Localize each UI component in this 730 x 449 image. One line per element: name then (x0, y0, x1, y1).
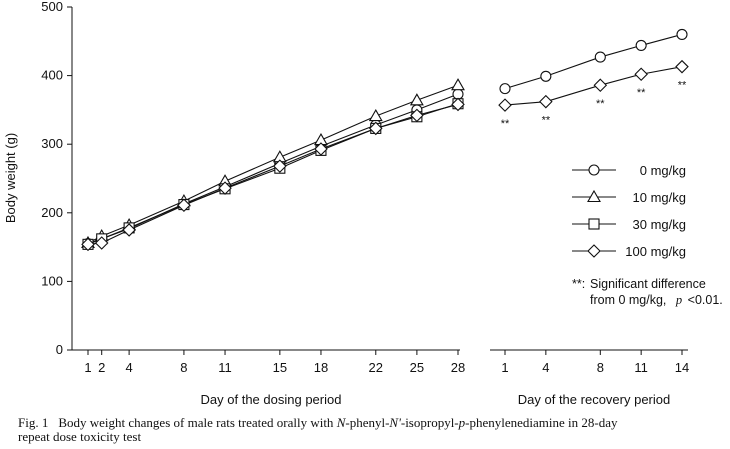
y-tick-label: 200 (41, 205, 63, 220)
data-point-100-mg-kg (368, 121, 383, 136)
significance-mark: ** (542, 115, 551, 127)
caption-text-4: -phenylenediamine in 28-day (465, 415, 618, 430)
significance-mark: ** (678, 80, 687, 92)
x-tick-label-dosing: 8 (180, 360, 187, 375)
significance-mark: ** (501, 118, 510, 130)
legend-label: 100 mg/kg (625, 244, 686, 259)
legend: 0 mg/kg 10 mg/kg 30 mg/kg 100 mg/kg (572, 163, 686, 259)
caption-text-2: -phenyl- (345, 415, 390, 430)
data-point-100-mg-kg (94, 236, 109, 250)
series-line-recovery-100-mg-kg (504, 66, 683, 106)
significance-mark: ** (637, 87, 646, 99)
legend-label: 30 mg/kg (633, 217, 686, 232)
caption-line-2: repeat dose toxicity test (18, 429, 142, 444)
x-tick-label-dosing: 22 (369, 360, 383, 375)
note-line2-prefix: from 0 mg/kg, (590, 293, 666, 307)
series-line-dosing-100-mg-kg (87, 103, 459, 245)
note-line1: Significant difference (590, 277, 706, 291)
data-point-recovery-100-mg-kg (675, 59, 689, 74)
figure-caption: Fig. 1 Body weight changes of male rats t… (18, 416, 718, 444)
data-point-10-mg-kg (409, 93, 424, 106)
significance-note: **: Significant difference from 0 mg/kg,… (572, 277, 723, 307)
data-point-100-mg-kg (451, 97, 465, 112)
x-tick-label-recovery: 11 (634, 360, 648, 375)
series-line-recovery-0-mg-kg (504, 33, 683, 90)
note-line2: from 0 mg/kg, p <0.01. (590, 293, 723, 307)
series-line-dosing-30-mg-kg (87, 103, 459, 245)
data-point-recovery-0-mg-kg (676, 28, 688, 40)
data-point-recovery-100-mg-kg (593, 78, 608, 92)
y-axis-label: Body weight (g) (3, 133, 18, 223)
y-tick-label: 500 (41, 0, 63, 14)
legend-marker (588, 164, 600, 176)
caption-italic-3: p (458, 415, 466, 430)
note-marker: **: (572, 277, 585, 291)
data-point-recovery-0-mg-kg (499, 83, 511, 95)
series-markers (81, 28, 689, 252)
x-tick-label-dosing: 2 (98, 360, 105, 375)
caption-italic-2: N' (389, 415, 401, 430)
y-tick-label: 100 (41, 273, 63, 288)
y-tick-label: 400 (41, 68, 63, 83)
x-tick-label-dosing: 15 (273, 360, 287, 375)
data-point-100-mg-kg (410, 108, 424, 123)
significance-marks: ** ** ** ** ** (501, 80, 687, 130)
data-point-100-mg-kg (81, 237, 95, 252)
caption-figure-number: Fig. 1 (18, 415, 49, 430)
legend-marker (588, 218, 600, 230)
legend-label: 0 mg/kg (640, 163, 686, 178)
data-point-100-mg-kg (273, 159, 287, 173)
data-point-100-mg-kg (177, 198, 191, 213)
x-tick-label-recovery: 8 (597, 360, 604, 375)
y-tick-label: 300 (41, 136, 63, 151)
x-tick-label-recovery: 14 (675, 360, 689, 375)
data-point-recovery-100-mg-kg (539, 94, 553, 109)
caption-text-3: -isopropyl- (400, 415, 459, 430)
x-tick-label-dosing: 28 (451, 360, 465, 375)
data-point-10-mg-kg (451, 78, 465, 91)
legend-marker (587, 189, 601, 203)
x-tick-label-dosing: 11 (218, 360, 232, 375)
series-line-dosing-10-mg-kg (87, 84, 459, 244)
x-tick-label-recovery: 1 (501, 360, 508, 375)
data-point-recovery-100-mg-kg (634, 67, 648, 82)
significance-mark: ** (596, 98, 605, 110)
y-tick-label: 0 (56, 342, 63, 357)
x-axis-label-recovery: Day of the recovery period (518, 392, 670, 407)
data-point-recovery-0-mg-kg (540, 70, 552, 82)
data-point-recovery-0-mg-kg (594, 51, 606, 63)
note-value: <0.01. (688, 293, 723, 307)
data-point-100-mg-kg (218, 181, 232, 195)
legend-marker (587, 244, 601, 258)
data-point-100-mg-kg (314, 142, 328, 156)
legend-label: 10 mg/kg (633, 190, 686, 205)
data-point-10-mg-kg (368, 108, 383, 122)
data-point-0-mg-kg (452, 88, 464, 100)
data-point-100-mg-kg (122, 223, 136, 237)
caption-line-1: Fig. 1 Body weight changes of male rats t… (18, 416, 718, 430)
series-lines (87, 33, 683, 245)
caption-italic-1: N (336, 415, 346, 430)
x-axis-label-dosing: Day of the dosing period (201, 392, 342, 407)
note-p-value-symbol: p (675, 293, 682, 307)
x-tick-label-dosing: 1 (84, 360, 91, 375)
x-tick-label-recovery: 4 (542, 360, 549, 375)
x-tick-label-dosing: 18 (314, 360, 328, 375)
data-point-recovery-0-mg-kg (635, 39, 647, 51)
caption-text-1: Body weight changes of male rats treated… (58, 415, 337, 430)
x-tick-label-dosing: 25 (410, 360, 424, 375)
data-point-recovery-100-mg-kg (498, 98, 512, 112)
x-tick-label-dosing: 4 (125, 360, 132, 375)
